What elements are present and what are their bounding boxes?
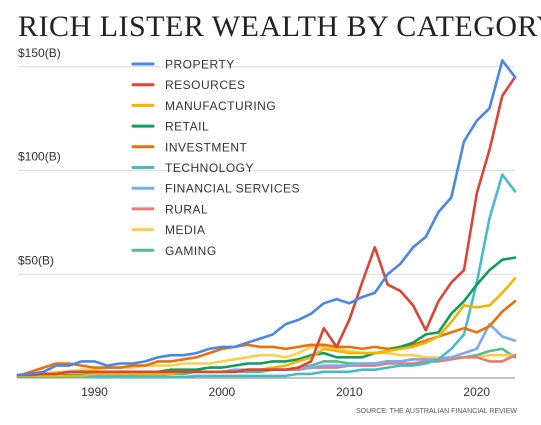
y-tick-label: $50(B) <box>18 253 54 267</box>
series-line-resources <box>16 75 517 377</box>
legend-label-rural: RURAL <box>165 202 208 216</box>
y-axis-ticks: $50(B) $100(B) $150(B) <box>18 46 61 268</box>
x-tick-label: 2000 <box>209 385 236 399</box>
x-tick-label: 2020 <box>463 385 490 399</box>
legend-label-property: PROPERTY <box>165 58 235 72</box>
series-line-investment <box>16 299 517 378</box>
legend-label-investment: INVESTMENT <box>165 140 248 154</box>
legend-label-resources: RESOURCES <box>165 78 246 92</box>
series-line-property <box>16 59 517 377</box>
x-axis-ticks: 1990 2000 2010 2020 <box>81 385 490 399</box>
legend-label-retail: RETAIL <box>165 120 209 134</box>
source-note: SOURCE: THE AUSTRALIAN FINANCIAL REVIEW <box>356 408 517 415</box>
y-tick-label: $150(B) <box>18 46 61 60</box>
series-layer <box>16 59 517 379</box>
legend-label-financial-services: FINANCIAL SERVICES <box>165 182 300 196</box>
x-tick-label: 1990 <box>81 385 108 399</box>
series-line-technology <box>16 173 517 379</box>
chart-title: RICH LISTER WEALTH BY CATEGORY <box>18 10 541 43</box>
legend-label-technology: TECHNOLOGY <box>165 161 254 175</box>
legend-label-media: MEDIA <box>165 223 206 237</box>
legend: PROPERTY RESOURCES MANUFACTURING RETAIL INVE… <box>131 58 300 258</box>
y-tick-label: $100(B) <box>18 150 61 164</box>
legend-label-gaming: GAMING <box>165 244 217 258</box>
x-tick-label: 2010 <box>336 385 363 399</box>
legend-label-manufacturing: MANUFACTURING <box>165 99 276 113</box>
